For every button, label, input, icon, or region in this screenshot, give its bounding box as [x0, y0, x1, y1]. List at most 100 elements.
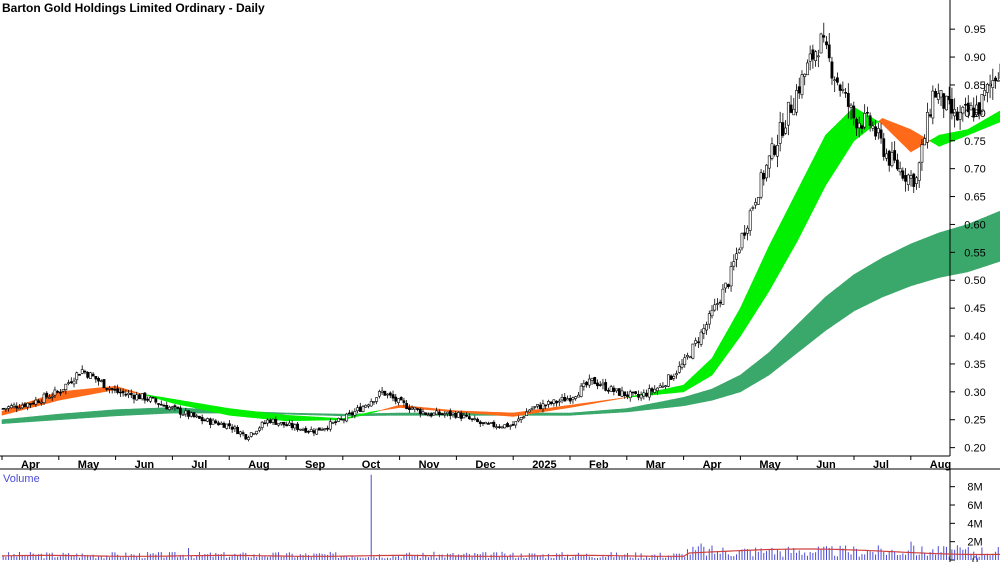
candle-body	[307, 430, 310, 433]
candle-body	[367, 404, 370, 407]
candle-body	[617, 388, 621, 396]
candle-body	[503, 424, 507, 429]
long-ma-ribbon-segment	[603, 409, 608, 414]
candle-body	[574, 396, 578, 399]
long-ma-ribbon-segment	[569, 412, 574, 416]
long-ma-ribbon-segment	[635, 405, 639, 412]
price-tick-label: 0.70	[964, 164, 985, 176]
long-ma-ribbon-segment	[609, 409, 613, 414]
long-ma-ribbon-segment	[785, 332, 789, 363]
long-ma-ribbon-segment	[382, 413, 386, 416]
long-ma-ribbon-segment	[777, 340, 781, 370]
candle-body	[985, 84, 989, 93]
candle-body	[743, 232, 747, 236]
candle-body	[688, 356, 692, 359]
candle-body	[211, 419, 215, 425]
candle-body	[522, 416, 526, 419]
long-ma-ribbon-segment	[708, 388, 713, 402]
short-ma-ribbon-segment	[385, 407, 389, 411]
short-ma-ribbon-segment	[206, 404, 210, 412]
long-ma-ribbon-segment	[308, 413, 312, 416]
candle-body	[508, 425, 512, 427]
short-ma-ribbon-segment	[376, 410, 381, 412]
candle-body	[446, 411, 449, 414]
candle-body	[148, 397, 152, 402]
long-ma-ribbon-segment	[319, 413, 324, 416]
candle-body	[290, 422, 294, 429]
long-ma-ribbon-segment	[404, 412, 409, 416]
time-tick-label: Aug	[930, 459, 951, 471]
long-ma-ribbon-segment	[126, 408, 131, 416]
short-ma-ribbon-segment	[370, 411, 375, 414]
candle-body	[263, 422, 267, 425]
short-ma-ribbon-segment	[782, 213, 787, 268]
candle-body	[83, 370, 87, 373]
long-ma-ribbon-segment	[385, 412, 389, 416]
candle-body	[560, 397, 564, 401]
time-tick-label: Jun	[135, 459, 155, 471]
long-ma-ribbon-segment	[901, 246, 906, 290]
long-ma-ribbon-segment	[160, 407, 165, 414]
short-ma-ribbon-segment	[86, 388, 91, 396]
candle-body	[34, 399, 38, 405]
candle-body	[405, 403, 409, 410]
candle-body	[737, 249, 741, 254]
long-ma-ribbon-segment	[592, 410, 596, 415]
candle-body	[157, 403, 160, 405]
long-ma-ribbon-segment	[294, 412, 298, 415]
short-ma-ribbon-segment	[390, 406, 395, 410]
short-ma-ribbon-segment	[694, 371, 699, 386]
candle-body	[116, 388, 120, 393]
short-ma-ribbon-segment	[72, 389, 77, 398]
long-ma-ribbon-segment	[660, 400, 665, 409]
candle-body	[773, 145, 777, 155]
price-tick-label: 0.90	[964, 52, 985, 64]
short-ma-ribbon-segment	[958, 130, 963, 139]
short-ma-ribbon-segment	[441, 409, 446, 412]
candle-body	[525, 411, 529, 416]
short-ma-ribbon-segment	[904, 126, 909, 150]
candle-body	[80, 369, 84, 374]
candle-body	[874, 126, 877, 137]
long-ma-ribbon-segment	[879, 257, 883, 299]
short-ma-ribbon-segment	[214, 405, 219, 414]
volume-tick-label: 2M	[967, 537, 982, 549]
short-ma-ribbon-segment	[930, 137, 934, 144]
short-ma-ribbon-segment	[461, 410, 466, 413]
short-ma-ribbon-segment	[552, 406, 557, 411]
long-ma-ribbon-segment	[842, 280, 846, 320]
long-ma-ribbon-segment	[836, 285, 841, 324]
short-ma-ribbon-segment	[845, 112, 849, 156]
short-ma-ribbon-segment	[836, 120, 841, 169]
long-ma-ribbon-segment	[325, 413, 329, 416]
candle-body	[901, 170, 905, 179]
long-ma-ribbon-segment	[669, 399, 673, 408]
long-ma-ribbon-segment	[546, 412, 551, 416]
long-ma-ribbon-segment	[794, 324, 798, 356]
short-ma-ribbon-segment	[819, 140, 824, 197]
candle-body	[9, 405, 13, 409]
long-ma-ribbon-segment	[157, 407, 162, 415]
short-ma-ribbon-segment	[444, 409, 449, 412]
long-ma-ribbon-segment	[714, 385, 718, 400]
long-ma-ribbon-segment	[393, 412, 398, 416]
short-ma-ribbon-segment	[265, 412, 270, 420]
short-ma-ribbon-segment	[839, 117, 843, 165]
candle-body	[424, 412, 428, 416]
candle-body	[467, 416, 471, 420]
short-ma-ribbon-segment	[830, 126, 835, 178]
candle-body	[473, 418, 477, 420]
candle-body	[492, 421, 496, 427]
long-ma-ribbon-segment	[671, 398, 676, 408]
candle-body	[866, 111, 869, 114]
long-ma-ribbon-segment	[387, 412, 392, 416]
candle-body	[718, 301, 722, 304]
long-ma-ribbon-segment	[680, 397, 684, 407]
long-ma-ribbon-segment	[55, 413, 60, 421]
candle-body	[612, 387, 616, 393]
candle-body	[271, 418, 275, 423]
candle-body	[470, 418, 474, 421]
long-ma-ribbon-segment	[103, 410, 108, 417]
short-ma-ribbon-segment	[884, 119, 889, 131]
candle-body	[206, 418, 210, 422]
